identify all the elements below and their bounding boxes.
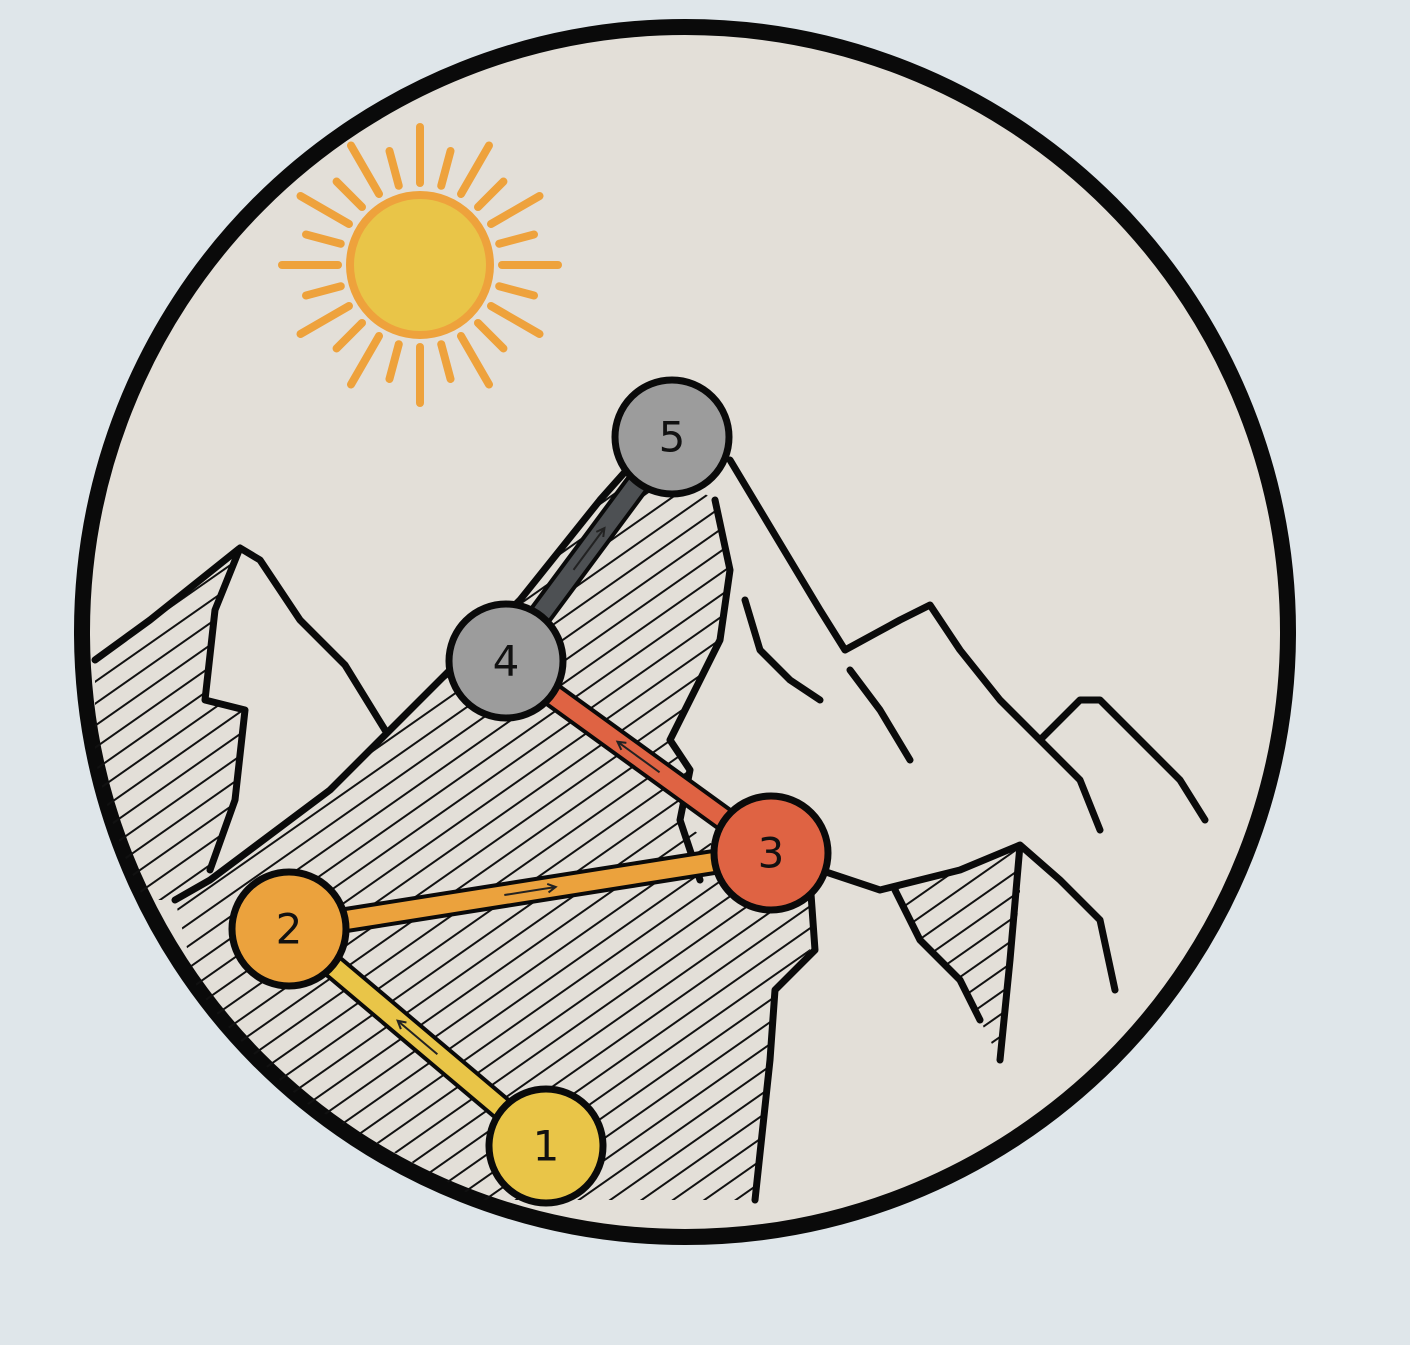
step-node-2: 2 — [228, 868, 350, 990]
sun-ray — [296, 192, 353, 228]
sun-ray — [495, 282, 538, 300]
sun-ray — [347, 141, 383, 198]
direction-arrow-icon — [572, 526, 606, 571]
sun-ray — [296, 302, 353, 338]
sun-ray — [437, 340, 455, 383]
step-node-5: 5 — [611, 376, 733, 498]
left-peak-outline — [91, 544, 389, 874]
sun-ray — [302, 282, 345, 300]
step-node-label: 5 — [659, 413, 686, 462]
right-peak-shaded — [895, 845, 1020, 1060]
step-node-label: 1 — [533, 1122, 560, 1171]
sun-ray — [385, 340, 403, 383]
sun-ray — [473, 177, 508, 212]
sun-ray — [302, 230, 345, 248]
sun-ray — [385, 147, 403, 190]
sun-ray — [457, 332, 493, 389]
main-peak-shaded — [175, 455, 810, 1200]
sun-icon — [278, 123, 562, 407]
step-node-circle — [485, 1085, 607, 1207]
right-peak-outline — [816, 841, 1119, 1064]
step-node-4: 4 — [445, 600, 567, 722]
step-node-circle — [710, 792, 832, 914]
step-node-circle — [228, 868, 350, 990]
sun-ray — [495, 230, 538, 248]
main-peak-outline — [171, 451, 819, 1204]
node-layer: 1 2 3 4 5 — [228, 376, 832, 1207]
direction-arrow-icon — [396, 1019, 439, 1056]
sun-ray — [487, 302, 544, 338]
sun-ray — [332, 318, 367, 353]
connector-2-3 — [276, 840, 784, 942]
sun-ray — [487, 192, 544, 228]
mountain-range-icon — [91, 451, 1209, 1204]
step-node-1: 1 — [485, 1085, 607, 1207]
sun-ray — [473, 318, 508, 353]
direction-arrow-icon — [504, 882, 558, 897]
sun-ray — [332, 177, 367, 212]
right-ridge-outline — [726, 456, 1209, 834]
sun-core — [346, 191, 494, 339]
sun-ray — [347, 332, 383, 389]
step-node-label: 2 — [276, 905, 303, 954]
step-node-circle — [611, 376, 733, 498]
sun-ray — [437, 147, 455, 190]
step-node-label: 3 — [758, 829, 785, 878]
step-node-label: 4 — [493, 637, 520, 686]
step-node-circle — [445, 600, 567, 722]
step-node-3: 3 — [710, 792, 832, 914]
direction-arrow-icon — [615, 740, 661, 774]
sun-ray — [457, 141, 493, 198]
